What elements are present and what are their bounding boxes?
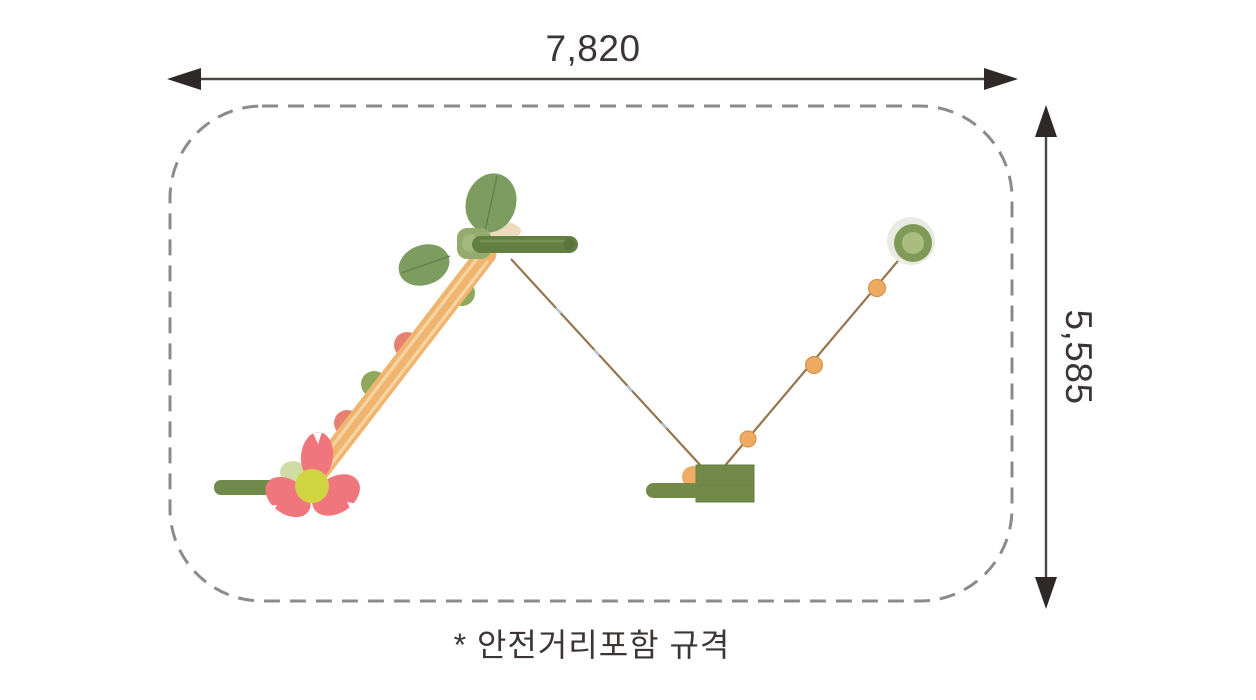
flower-icon — [265, 432, 360, 518]
leaf-vein — [400, 255, 451, 274]
leaf-vein — [484, 175, 498, 232]
arrow-right-icon — [984, 68, 1018, 90]
arrow-left-icon — [167, 68, 201, 90]
petal-notch — [347, 502, 359, 512]
cable-glint — [555, 307, 562, 314]
cable-left — [510, 258, 703, 468]
safety-boundary — [168, 104, 1014, 603]
footnote-label: * 안전거리포함 규격 — [454, 627, 731, 663]
petal-notch — [313, 432, 322, 444]
height-dimension: 5,585 — [1035, 105, 1099, 609]
trolley-block-icon — [646, 464, 755, 503]
zip-cable-icon — [510, 248, 909, 469]
end-post-center — [902, 232, 924, 254]
slide-pole — [298, 243, 497, 495]
flower-petal — [300, 432, 334, 480]
trolley-body — [695, 464, 755, 503]
height-dimension-label: 5,585 — [1058, 309, 1099, 404]
arrow-down-icon — [1035, 577, 1057, 609]
cable-bead — [739, 430, 757, 448]
petal-notch — [265, 505, 277, 515]
width-dimension: 7,820 — [167, 28, 1018, 90]
flower-tower-icon — [298, 173, 578, 495]
top-beam — [472, 236, 578, 253]
cable-glint — [626, 385, 633, 392]
pole-highlight — [308, 254, 481, 477]
width-dimension-label: 7,820 — [545, 28, 640, 69]
end-post-icon — [887, 217, 935, 265]
cable-bead — [868, 279, 886, 297]
pole-highlight — [316, 260, 489, 483]
cable-glint — [593, 349, 600, 356]
beam-end-cap — [563, 238, 575, 251]
equipment-illustration — [214, 173, 935, 518]
flower-center — [295, 469, 329, 503]
arrow-up-icon — [1035, 105, 1057, 137]
cable-glint — [661, 422, 668, 429]
cable-bead — [805, 356, 823, 374]
trolley-bar — [646, 483, 702, 498]
